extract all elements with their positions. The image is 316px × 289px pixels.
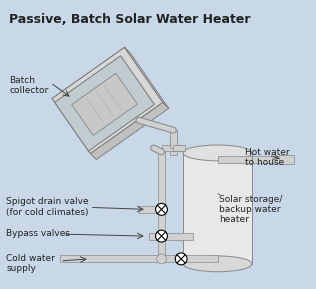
Text: Bypass valves: Bypass valves bbox=[6, 229, 70, 238]
Text: Spigot drain valve
(for cold climates): Spigot drain valve (for cold climates) bbox=[6, 197, 89, 217]
Polygon shape bbox=[52, 47, 163, 153]
FancyBboxPatch shape bbox=[139, 206, 161, 213]
Polygon shape bbox=[55, 56, 155, 151]
Polygon shape bbox=[72, 73, 137, 136]
FancyBboxPatch shape bbox=[158, 150, 165, 262]
Circle shape bbox=[155, 230, 167, 242]
Polygon shape bbox=[90, 102, 169, 160]
FancyBboxPatch shape bbox=[183, 153, 252, 264]
FancyBboxPatch shape bbox=[173, 144, 185, 151]
Ellipse shape bbox=[183, 256, 252, 272]
Text: Passive, Batch Solar Water Heater: Passive, Batch Solar Water Heater bbox=[9, 13, 251, 26]
Polygon shape bbox=[125, 47, 169, 108]
Ellipse shape bbox=[183, 145, 252, 161]
Circle shape bbox=[175, 253, 187, 265]
Text: Batch
collector: Batch collector bbox=[9, 76, 48, 95]
Text: Solar storage/
backup water
heater: Solar storage/ backup water heater bbox=[220, 194, 283, 224]
FancyBboxPatch shape bbox=[279, 155, 294, 164]
FancyBboxPatch shape bbox=[217, 156, 286, 163]
Circle shape bbox=[157, 254, 167, 264]
FancyBboxPatch shape bbox=[170, 130, 177, 155]
Circle shape bbox=[155, 203, 167, 215]
FancyBboxPatch shape bbox=[149, 233, 193, 240]
FancyBboxPatch shape bbox=[170, 130, 177, 148]
Text: Cold water
supply: Cold water supply bbox=[6, 254, 55, 273]
FancyBboxPatch shape bbox=[161, 144, 183, 151]
FancyBboxPatch shape bbox=[60, 255, 217, 262]
Text: Hot water
to house: Hot water to house bbox=[245, 148, 290, 167]
